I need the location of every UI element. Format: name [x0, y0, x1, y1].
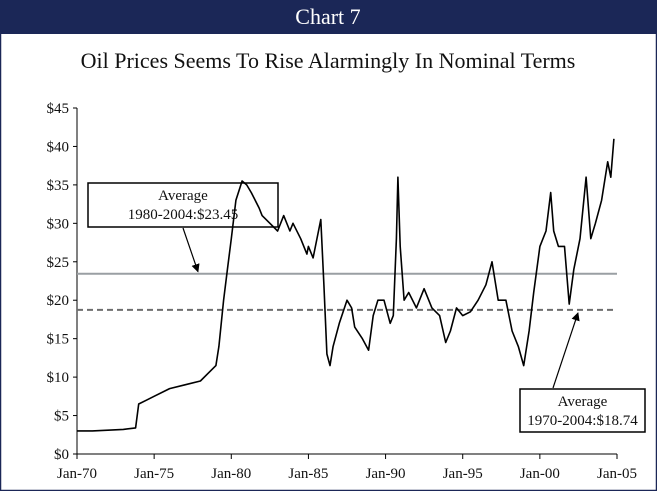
- y-tick-label: $30: [47, 216, 70, 232]
- annotation-text: 1980-2004:$23.45: [128, 207, 238, 223]
- x-tick-label: Jan-75: [134, 466, 174, 482]
- annotation-box: [87, 182, 279, 228]
- annotation-text: Average: [158, 188, 208, 204]
- annotation-text: 1970-2004:$18.74: [527, 413, 638, 429]
- chart-title: Oil Prices Seems To Rise Alarmingly In N…: [81, 48, 576, 73]
- x-tick-label: Jan-00: [520, 466, 560, 482]
- y-tick-label: $35: [47, 178, 70, 194]
- x-tick-label: Jan-90: [366, 466, 406, 482]
- y-tick-label: $10: [47, 370, 70, 386]
- plot-area: $0 $5 $10 $15 $20 $25 $30 $35 $40 $45 Jan-70 Jan-75…: [47, 101, 646, 482]
- x-tick-label: Jan-05: [597, 466, 637, 482]
- price-line: [77, 138, 615, 432]
- y-tick-label: $5: [54, 409, 69, 425]
- y-tick-label: $20: [47, 293, 70, 309]
- annotation-arrow: [182, 227, 200, 273]
- x-tick-label: Jan-70: [57, 466, 97, 482]
- x-tick-label: Jan-95: [443, 466, 483, 482]
- annotation-arrow: [552, 312, 580, 389]
- y-tick-label: $0: [54, 447, 69, 463]
- x-tick-label: Jan-80: [211, 466, 251, 482]
- y-tick-label: $45: [47, 101, 70, 117]
- chart-header: Chart 7: [295, 4, 360, 29]
- y-tick-label: $15: [47, 332, 70, 348]
- y-tick-label: $25: [47, 255, 70, 271]
- annotation-box: [519, 388, 646, 433]
- y-tick-label: $40: [47, 139, 70, 155]
- x-tick-label: Jan-85: [288, 466, 328, 482]
- header-band: [0, 0, 657, 34]
- annotation-text: Average: [558, 394, 608, 410]
